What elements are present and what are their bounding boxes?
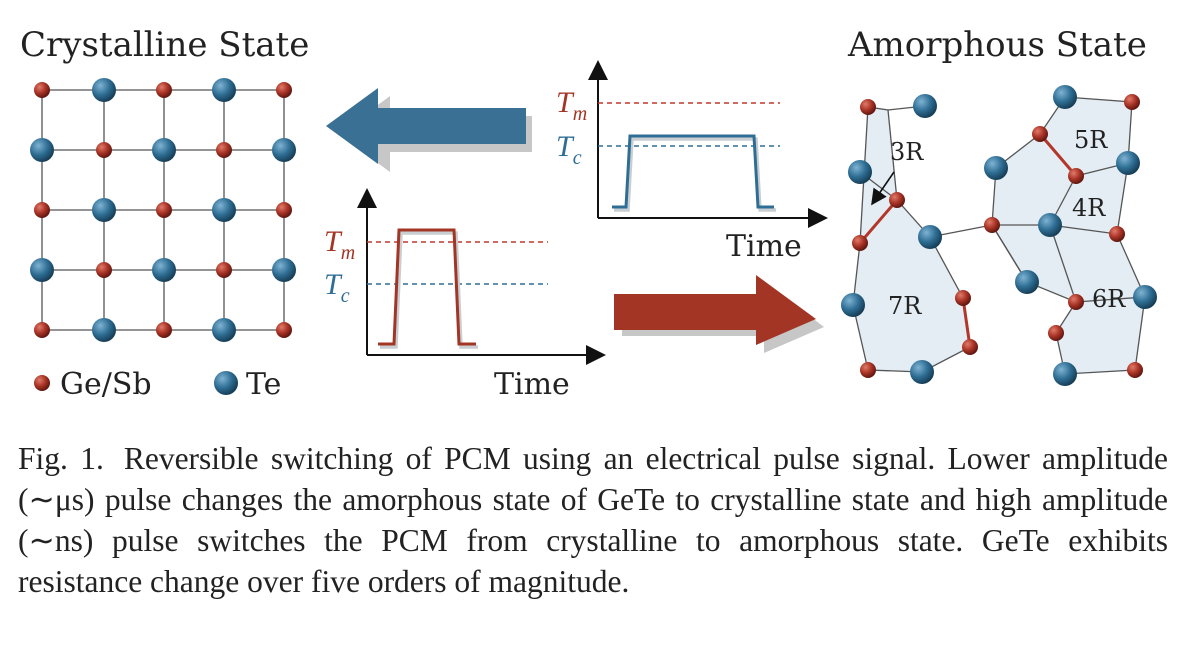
te-atom [92, 318, 116, 342]
gesb-atom [156, 322, 172, 338]
legend-te-atom [214, 371, 238, 395]
te-atom [1038, 213, 1062, 237]
te-atom [30, 258, 54, 282]
amorphous-atoms [841, 85, 1157, 386]
legend-gesb-label: Ge/Sb [60, 367, 152, 402]
legend-gesb-atom [34, 375, 50, 391]
set-pulse-plot: Tm Tc Time [556, 60, 828, 264]
caption-text: Reversible switching of PCM using an ele… [18, 441, 1168, 599]
gesb-atom [276, 322, 292, 338]
ring-label-3r: 3R [890, 138, 924, 166]
te-atom [910, 360, 934, 384]
gesb-atom [955, 290, 971, 306]
gesb-atom [1109, 226, 1125, 242]
ring-3r-pointer [871, 171, 895, 206]
amorphous-network: 3R 5R 4R 7R 6R [841, 85, 1157, 386]
crystalline-state-title: Crystalline State [20, 25, 309, 65]
te-atom [1015, 270, 1039, 294]
gesb-atom [889, 192, 905, 208]
gesb-atom [860, 99, 876, 115]
gesb-atom [96, 142, 112, 158]
te-atom [848, 160, 872, 184]
crystalline-lattice [30, 78, 296, 342]
te-atom [1116, 151, 1140, 175]
gesb-atom [276, 202, 292, 218]
gesb-atom [852, 235, 868, 251]
gesb-atom [1032, 126, 1048, 142]
reset-arrow [614, 275, 824, 353]
gesb-atom [216, 262, 232, 278]
te-atom [212, 318, 236, 342]
right-arrow [614, 275, 816, 345]
te-atom [30, 138, 54, 162]
te-atom [92, 78, 116, 102]
reset-pulse [378, 228, 476, 346]
te-atom [841, 293, 865, 317]
te-atom [1133, 285, 1157, 309]
set-plot-time-label: Time [726, 229, 802, 264]
set-arrow [326, 88, 532, 172]
left-arrow [326, 88, 526, 164]
amorphous-state-title: Amorphous State [847, 25, 1147, 65]
reset-pulse-plot: Tm Tc Time [324, 188, 606, 402]
te-atom [913, 94, 937, 118]
gesb-atom [984, 217, 1000, 233]
te-atom [212, 78, 236, 102]
gesb-atom [1068, 168, 1084, 184]
gesb-atom [1127, 362, 1143, 378]
reset-plot-time-label: Time [494, 367, 570, 402]
gesb-atom [34, 322, 50, 338]
legend-te-label: Te [246, 367, 281, 402]
ring-label-5r: 5R [1074, 126, 1108, 154]
gesb-atom [156, 82, 172, 98]
gesb-atom [1124, 94, 1140, 110]
gesb-atom [860, 362, 876, 378]
te-atom [1053, 362, 1077, 386]
gesb-atom [216, 142, 232, 158]
figure-caption: Fig. 1. Reversible switching of PCM using… [18, 438, 1168, 602]
te-atom [212, 198, 236, 222]
reset-plot-tm-label: Tm [324, 225, 355, 264]
gesb-atom [276, 82, 292, 98]
gesb-atom [34, 82, 50, 98]
reset-plot-tc-label: Tc [324, 268, 350, 307]
te-atom [92, 198, 116, 222]
caption-figure-number: Fig. 1. [18, 441, 104, 476]
gesb-atom [156, 202, 172, 218]
set-pulse [612, 134, 774, 209]
te-atom [918, 225, 942, 249]
gesb-atom [1068, 294, 1084, 310]
te-atom [152, 138, 176, 162]
gesb-atom [1048, 325, 1064, 341]
te-atom [984, 156, 1008, 180]
set-plot-tm-label: Tm [556, 86, 587, 125]
te-atom [272, 138, 296, 162]
pcm-switching-figure: Crystalline State Amorphous State Ge/Sb … [20, 25, 1157, 402]
legend: Ge/Sb Te [34, 367, 281, 402]
ring-label-6r: 6R [1092, 285, 1126, 313]
gesb-atom [962, 339, 978, 355]
ring-label-7r: 7R [888, 292, 922, 320]
te-atom [152, 258, 176, 282]
gesb-atom [34, 202, 50, 218]
ring-label-4r: 4R [1072, 194, 1106, 222]
te-atom [272, 258, 296, 282]
set-plot-tc-label: Tc [556, 130, 582, 169]
gesb-atom [96, 262, 112, 278]
te-atom [1053, 85, 1077, 109]
